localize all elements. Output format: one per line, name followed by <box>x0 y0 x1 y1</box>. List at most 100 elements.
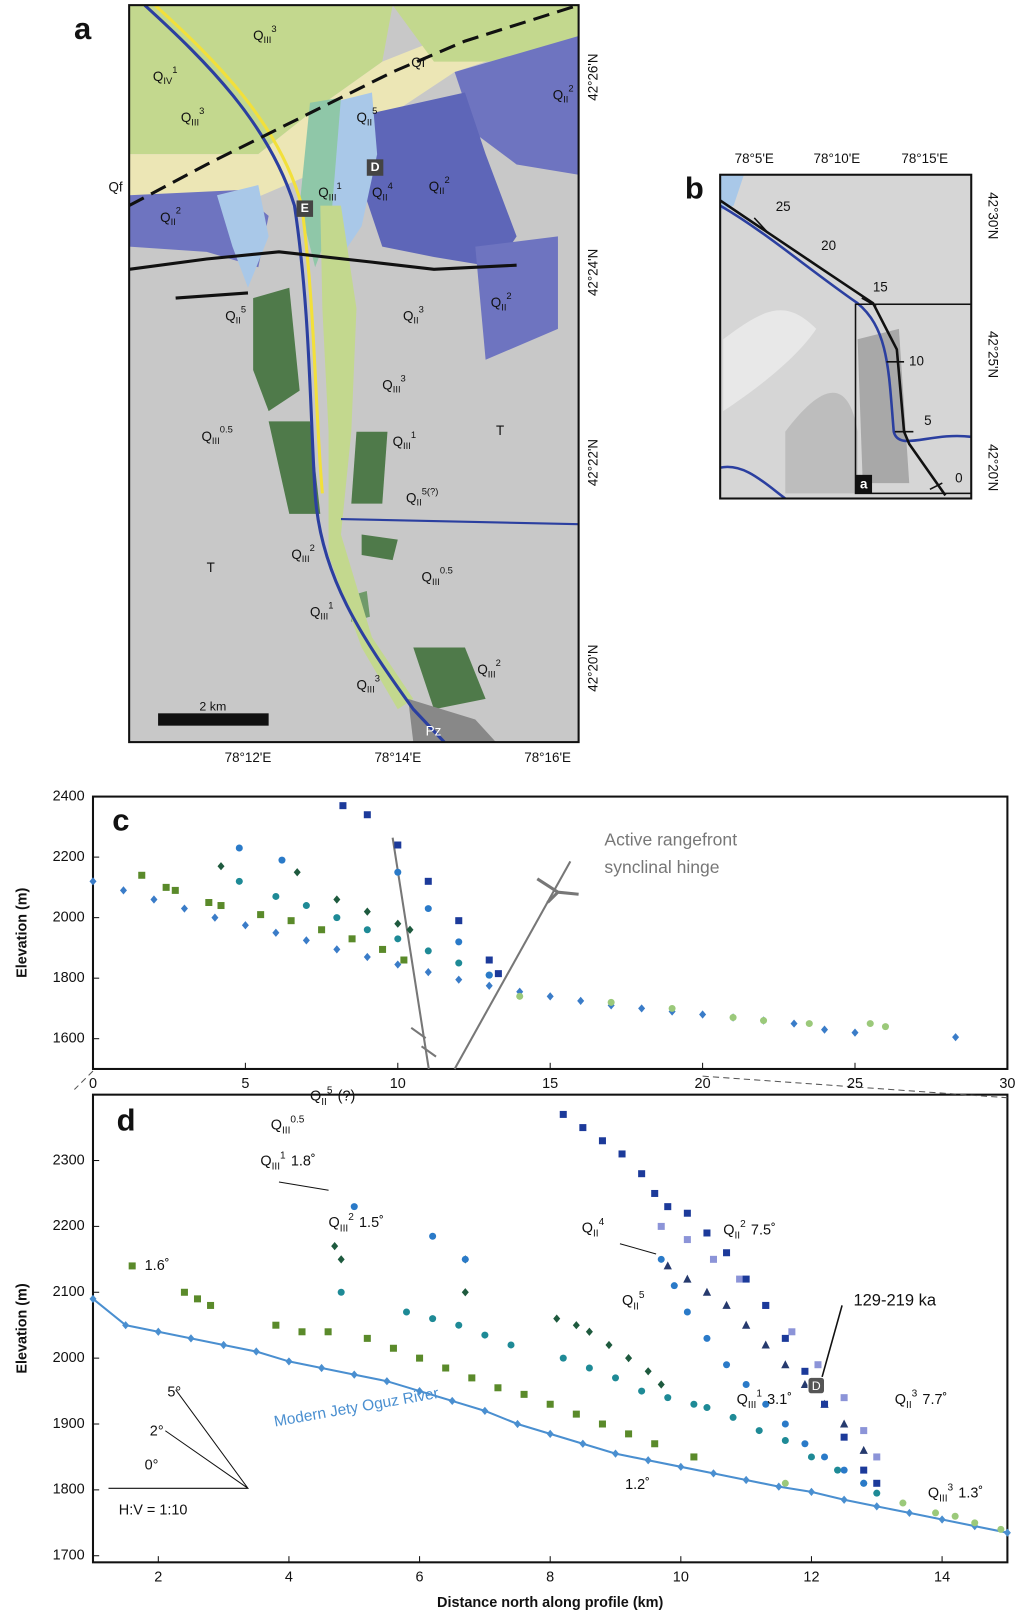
point <box>424 877 432 885</box>
point <box>481 1406 489 1415</box>
point <box>302 902 310 910</box>
point <box>860 1427 868 1435</box>
point <box>951 1512 959 1520</box>
label-part: II <box>439 187 444 197</box>
x-tick-label: 2 <box>154 1570 162 1586</box>
label-part: 3 <box>419 305 424 315</box>
point <box>448 1396 456 1406</box>
label-part: Q <box>260 1153 271 1169</box>
label-part: III <box>403 442 411 452</box>
point <box>485 956 493 964</box>
x-tick-label: 14 <box>934 1570 950 1586</box>
point <box>272 928 280 937</box>
point <box>89 877 97 886</box>
profile-tick-label: 15 <box>873 279 888 294</box>
map-label: QIII3 <box>181 107 204 128</box>
map-label: QII2 <box>160 206 181 227</box>
profile-tick-label: 0 <box>955 471 962 486</box>
lon-label: 78°16'E <box>524 750 571 765</box>
x-axis-title: Distance north along profile (km) <box>437 1595 664 1611</box>
point <box>625 1354 633 1363</box>
point <box>171 886 179 894</box>
point <box>553 1314 561 1323</box>
label-part: 4 <box>599 1217 605 1228</box>
point <box>703 1334 711 1342</box>
point <box>755 1427 763 1435</box>
label-part: Q <box>291 547 301 562</box>
point <box>859 1445 868 1454</box>
map-label: QII2 <box>429 175 450 196</box>
map-label: QII5 <box>225 305 246 326</box>
annotation: QII5 (?) <box>310 1085 355 1107</box>
label-part: 1 <box>172 65 177 75</box>
point <box>670 1282 678 1290</box>
point <box>220 1340 228 1350</box>
label-part: III <box>748 1400 756 1411</box>
point <box>840 1495 848 1504</box>
lat-label: 42°26'N <box>586 53 601 100</box>
label-part: III <box>432 577 440 587</box>
point <box>781 1479 789 1487</box>
map-a-frame <box>128 4 580 744</box>
point <box>873 1489 881 1497</box>
map-label: QII5(?) <box>406 487 438 508</box>
plot-frame <box>91 1093 1009 1564</box>
map-label: Qf <box>411 55 425 70</box>
point <box>337 1288 345 1296</box>
point <box>394 841 402 849</box>
point <box>272 1321 280 1329</box>
point <box>455 975 463 984</box>
y-tick-label: 1600 <box>53 1031 85 1047</box>
x-tick-label: 12 <box>803 1570 819 1586</box>
label-part: Q <box>310 604 320 619</box>
point <box>559 1354 567 1362</box>
point <box>293 868 301 877</box>
map-label: QIII3 <box>253 24 276 45</box>
scale-label: 2 km <box>199 699 226 713</box>
point <box>840 1394 848 1402</box>
profile-tick <box>861 297 877 307</box>
point <box>775 1482 783 1491</box>
point <box>383 1377 391 1386</box>
point <box>331 1242 339 1251</box>
point <box>801 1440 809 1448</box>
y-tick-label: 1900 <box>53 1416 85 1432</box>
point <box>394 868 402 876</box>
label-part: 1 <box>328 601 333 611</box>
point <box>348 935 356 943</box>
point <box>424 905 432 913</box>
label-part: 2 <box>444 175 449 185</box>
label-part: Q <box>723 1222 734 1238</box>
annotation: QIII1 3.1˚ <box>737 1388 792 1410</box>
label-part: 2 <box>496 658 501 668</box>
point <box>461 1255 469 1263</box>
point <box>760 1017 768 1025</box>
point <box>905 1508 913 1518</box>
site-label: E <box>301 201 309 215</box>
label-part: 7.5˚ <box>751 1222 776 1238</box>
map-label: T <box>496 423 504 438</box>
map-label: QII4 <box>372 182 393 203</box>
point <box>461 1288 469 1297</box>
site-box <box>807 1376 826 1395</box>
label-part: 5 <box>639 1290 645 1301</box>
inset-label: a <box>860 477 868 492</box>
point <box>402 1308 411 1316</box>
map-label: QIII1 <box>310 601 333 622</box>
point <box>762 1301 770 1309</box>
lat-label: 42°20'N <box>586 644 601 691</box>
point <box>241 921 249 930</box>
point <box>840 1466 848 1474</box>
point <box>494 1384 502 1392</box>
annotation: QIII3 1.3˚ <box>928 1482 983 1504</box>
label-part: (?) <box>338 1089 356 1105</box>
point <box>363 811 371 819</box>
y-tick-label: 2200 <box>53 849 85 865</box>
site-box <box>296 200 314 217</box>
point <box>514 1419 522 1429</box>
label-part: 1.8˚ <box>291 1153 316 1169</box>
label-part: 1.5˚ <box>359 1215 384 1231</box>
annotation: QIII2 1.5˚ <box>329 1212 384 1234</box>
label-part: 0.5 <box>220 425 233 435</box>
